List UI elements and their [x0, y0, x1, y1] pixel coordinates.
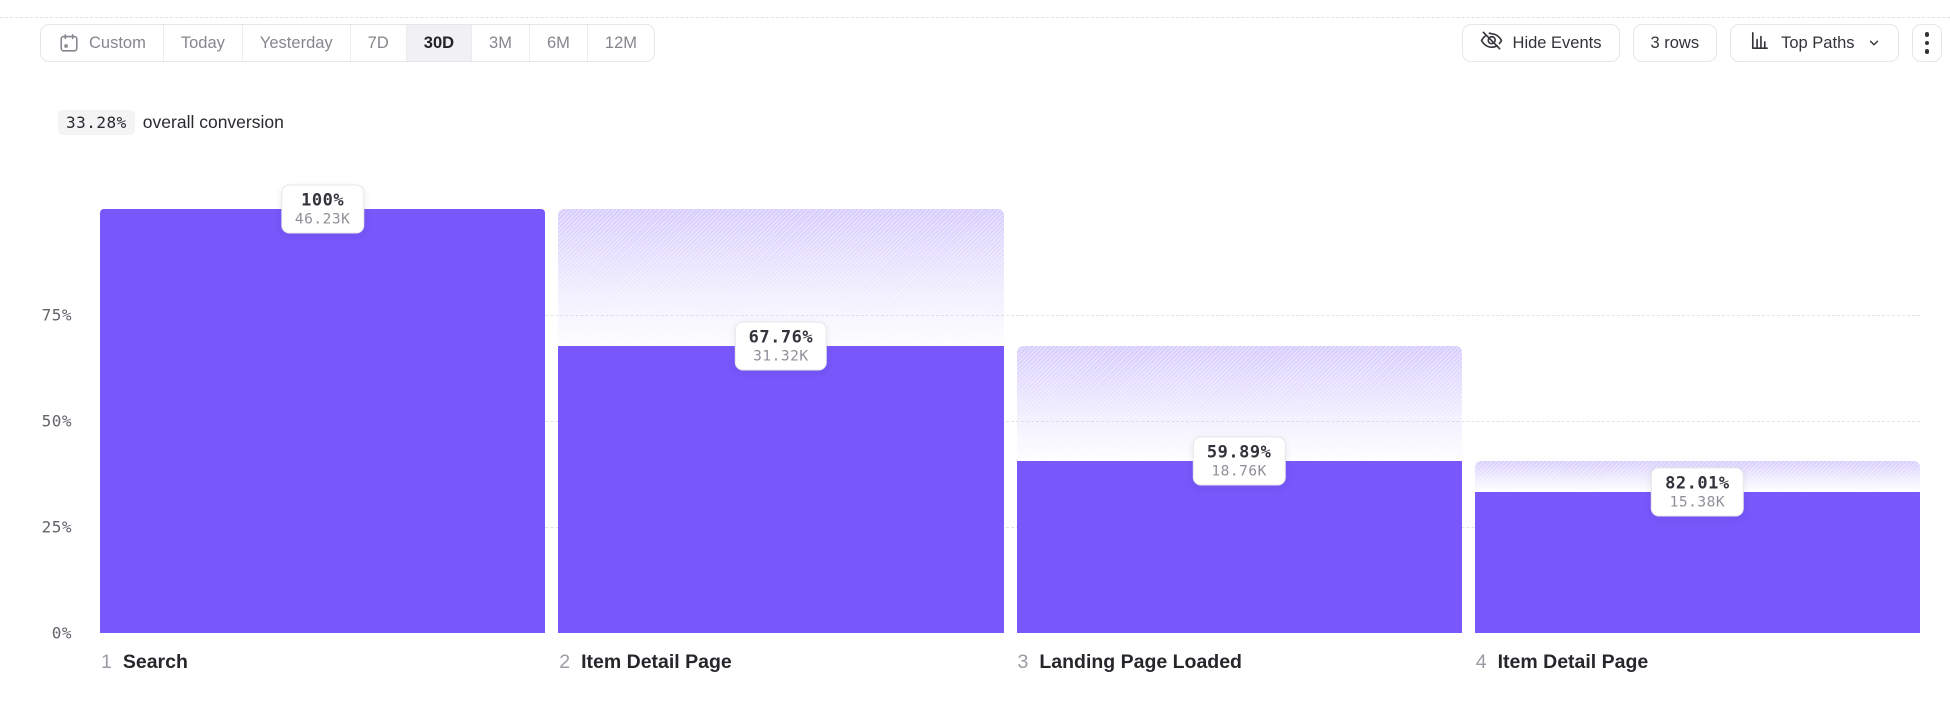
chart-toolbar: Custom Today Yesterday — [40, 24, 1942, 62]
hide-events-button[interactable]: Hide Events — [1461, 24, 1620, 62]
date-range-7d[interactable]: 7D — [351, 25, 407, 61]
date-range-6m[interactable]: 6M — [530, 25, 588, 61]
conversion-tooltip: 67.76% 31.32K — [734, 321, 828, 371]
funnel-column[interactable]: 59.89% 18.76K 3 Landing Page Loaded — [1016, 209, 1462, 673]
funnel-chart: 75% 50% 25% 0% 100% 46.23K 1 Search 67.76% … — [42, 184, 1920, 673]
top-paths-button[interactable]: Top Paths — [1730, 24, 1899, 62]
funnel-bar — [558, 345, 1004, 633]
gridline-75 — [100, 315, 1920, 316]
funnel-column[interactable]: 82.01% 15.38K 4 Item Detail Page — [1474, 209, 1920, 673]
date-range-yesterday[interactable]: Yesterday — [243, 25, 351, 61]
funnel-bar — [100, 209, 546, 633]
conversion-count: 15.38K — [1669, 494, 1726, 511]
gridline-25 — [100, 527, 1920, 528]
y-axis-tick-75: 75% — [41, 305, 72, 325]
bar-chart-icon — [1748, 29, 1771, 57]
conversion-tooltip: 100% 46.23K — [280, 184, 365, 234]
eye-off-icon — [1480, 29, 1503, 57]
conversion-percent: 82.01% — [1665, 473, 1730, 494]
conversion-count: 46.23K — [294, 211, 351, 228]
kebab-menu-icon — [1924, 32, 1929, 54]
conversion-percent: 59.89% — [1206, 442, 1272, 463]
date-range-custom[interactable]: Custom — [41, 25, 164, 61]
y-axis-tick-25: 25% — [41, 517, 72, 537]
overall-conversion-value: 33.28% — [58, 110, 135, 135]
step-name: Landing Page Loaded — [1039, 651, 1242, 673]
step-name: Search — [122, 651, 188, 673]
conversion-count: 18.76K — [1211, 463, 1267, 480]
step-label: 4 Item Detail Page — [1476, 651, 1649, 674]
more-options-button[interactable] — [1911, 24, 1942, 62]
rows-button[interactable]: 3 rows — [1632, 24, 1718, 62]
date-range-3m[interactable]: 3M — [472, 25, 530, 61]
conversion-count: 31.32K — [753, 348, 809, 365]
hide-events-label: Hide Events — [1512, 33, 1602, 52]
y-axis-tick-0: 0% — [51, 623, 72, 643]
date-range-label: 12M — [604, 33, 637, 52]
step-label: 2 Item Detail Page — [559, 651, 732, 674]
overall-conversion-summary: 33.28% overall conversion — [58, 110, 284, 135]
funnel-column[interactable]: 67.76% 31.32K 2 Item Detail Page — [558, 209, 1004, 673]
step-label: 3 Landing Page Loaded — [1018, 651, 1242, 674]
calendar-icon — [58, 32, 80, 54]
date-range-label: 3M — [489, 33, 512, 52]
overall-conversion-label: overall conversion — [142, 112, 284, 132]
conversion-percent: 100% — [301, 190, 345, 211]
rows-label: 3 rows — [1650, 33, 1700, 52]
date-range-label: Yesterday — [259, 33, 333, 52]
date-range-label: 6M — [546, 33, 570, 52]
step-number: 3 — [1017, 651, 1029, 673]
gridline-50 — [100, 421, 1920, 422]
date-range-today[interactable]: Today — [164, 25, 243, 61]
step-name: Item Detail Page — [1497, 651, 1649, 673]
funnel-columns: 100% 46.23K 1 Search 67.76% 31.32K 2 Ite… — [100, 184, 1920, 673]
toolbar-actions: Hide Events 3 rows Top Paths — [1461, 24, 1942, 62]
conversion-tooltip: 59.89% 18.76K — [1192, 436, 1286, 486]
funnel-column[interactable]: 100% 46.23K 1 Search — [100, 184, 546, 673]
step-name: Item Detail Page — [581, 651, 732, 673]
step-number: 4 — [1475, 651, 1487, 673]
y-axis-tick-50: 50% — [41, 411, 72, 431]
date-range-label: Today — [180, 33, 225, 52]
date-range-control: Custom Today Yesterday — [40, 24, 655, 62]
step-number: 2 — [559, 651, 571, 673]
conversion-tooltip: 82.01% 15.38K — [1651, 467, 1744, 517]
date-range-30d[interactable]: 30D — [406, 25, 473, 61]
conversion-percent: 67.76% — [748, 327, 814, 348]
top-divider — [0, 17, 1950, 18]
step-number: 1 — [101, 651, 112, 673]
step-label: 1 Search — [101, 651, 188, 674]
chevron-down-icon — [1867, 36, 1881, 50]
funnel-bar — [1016, 460, 1462, 633]
top-paths-label: Top Paths — [1781, 33, 1855, 52]
date-range-label: 7D — [367, 33, 389, 52]
date-range-12m[interactable]: 12M — [588, 25, 654, 61]
date-range-label: Custom — [89, 33, 146, 52]
date-range-label: 30D — [423, 33, 455, 52]
